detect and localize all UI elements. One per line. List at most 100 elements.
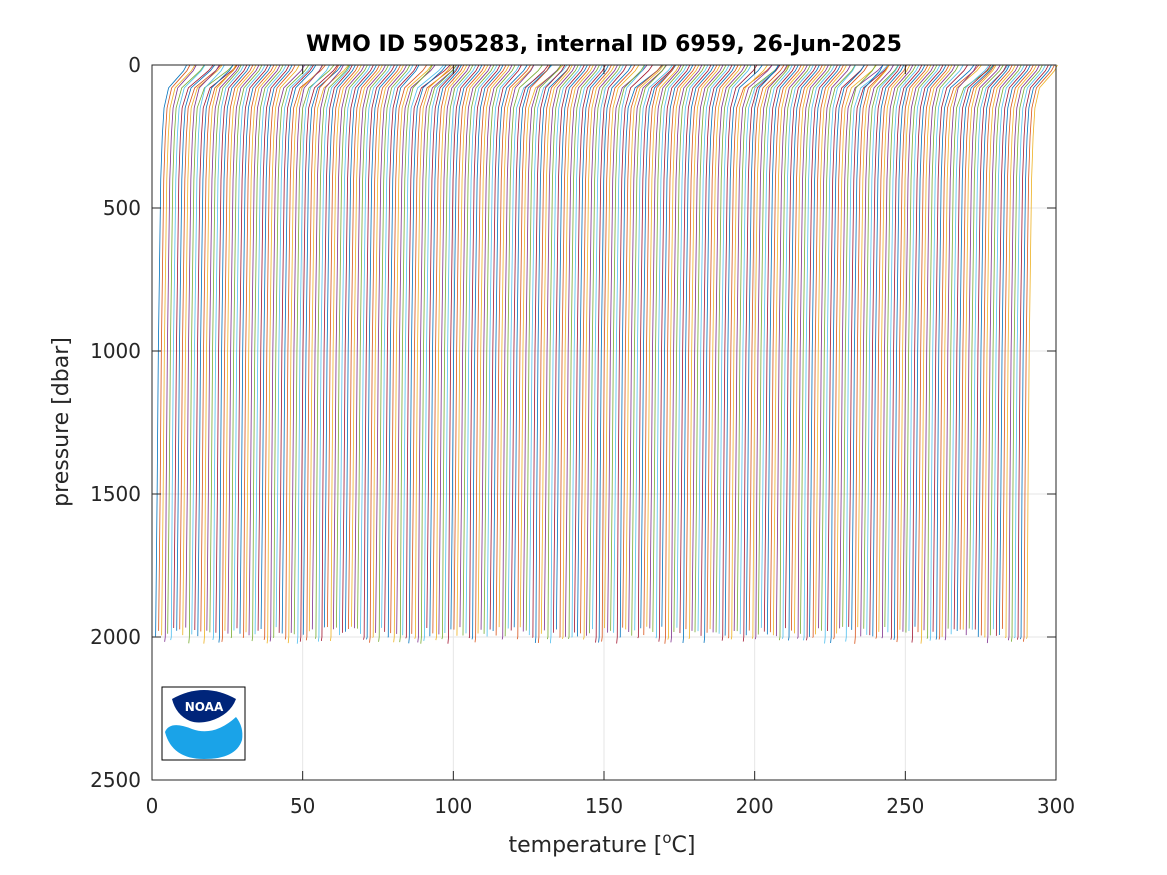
profile-line [962,64,997,630]
profile-line [565,64,597,637]
profile-line [824,64,856,644]
x-ticks: 0 50 100 150 200 250 300 [146,65,1075,818]
x-tick-label: 0 [146,794,159,818]
profile-line [670,64,703,643]
profile-line [899,64,932,630]
profile-line [631,64,667,636]
profile-line [778,64,811,641]
profile-line [326,64,359,628]
profile-line [507,64,553,629]
profile-line [360,64,392,634]
profile-line [357,64,389,629]
profile-line [393,64,433,643]
profile-line [902,64,935,632]
profile-line [658,64,691,642]
profile-line [158,64,191,631]
profile-line [980,64,1013,636]
y-tick-label: 1000 [90,339,141,363]
profile-line [984,64,1016,638]
profile-line [643,64,676,636]
profile-line [429,64,462,637]
profile-line [965,64,1001,636]
profile-line [818,64,851,629]
profile-line [592,64,624,630]
profile-line [155,64,188,637]
profile-line [646,64,680,627]
profile-line [402,64,445,636]
profile-line [245,64,278,633]
profile-line [1011,64,1043,642]
profile-line [619,64,664,638]
profile-line [559,64,591,638]
profile-line [863,64,899,629]
profile-line [956,64,994,632]
profile-line [501,64,535,640]
profile-line [986,64,1019,644]
profile-line [456,64,489,636]
profile-line [727,64,773,639]
profile-line [694,64,727,633]
profile-line [995,64,1028,636]
profile-line [450,64,483,630]
profile-line [552,64,585,633]
profile-line [848,64,890,627]
profile-line [170,64,206,641]
profile-line [640,64,677,629]
profile-line [543,64,576,631]
profile-line [685,64,718,630]
profile-line [1020,64,1052,640]
profile-line [688,64,721,639]
y-tick-label: 2000 [90,625,141,649]
profile-line [721,64,758,641]
profile-line [866,64,899,635]
profile-line [417,64,458,643]
profile-line [1017,64,1049,640]
profile-line [495,64,531,636]
profile-line [655,64,688,639]
profile-line [375,64,407,633]
profile-line [812,64,844,638]
profile-line [320,64,353,642]
profile-line [161,64,196,636]
profile-line [664,64,697,644]
profile-line [745,64,779,636]
profile-line [230,64,263,639]
profile-line [209,64,242,633]
profile-line [751,64,789,639]
profile-line [953,64,992,630]
profile-line [754,64,788,640]
profile-line [555,64,588,630]
profile-line [950,64,990,635]
profile-line [468,64,501,639]
profile-line [164,64,197,642]
profile-line [423,64,459,642]
profile-line [390,64,428,634]
profile-line [191,64,225,635]
profile-line [730,64,768,640]
profile-line [492,64,528,632]
profile-line [763,64,796,632]
profile-line [682,64,715,644]
profile-line [532,64,566,638]
profile-line [305,64,340,641]
profile-line [791,64,823,631]
profile-line [311,64,344,630]
profile-line [887,64,920,633]
profile-line [616,64,653,644]
profile-line [426,64,460,629]
profile-line [923,64,956,631]
profile-line [878,64,911,632]
profile-line [574,64,606,633]
profile-line [504,64,543,637]
profile-line [537,64,571,643]
x-tick-label: 100 [434,794,472,818]
profile-line [179,64,222,630]
profile-line [839,64,884,629]
y-axis-label: pressure [dbar] [49,337,74,507]
profile-line [275,64,313,628]
profile-line [568,64,600,639]
profile-line [800,64,832,634]
profile-line [797,64,829,639]
profile-line [248,64,281,636]
profile-line [480,64,513,630]
